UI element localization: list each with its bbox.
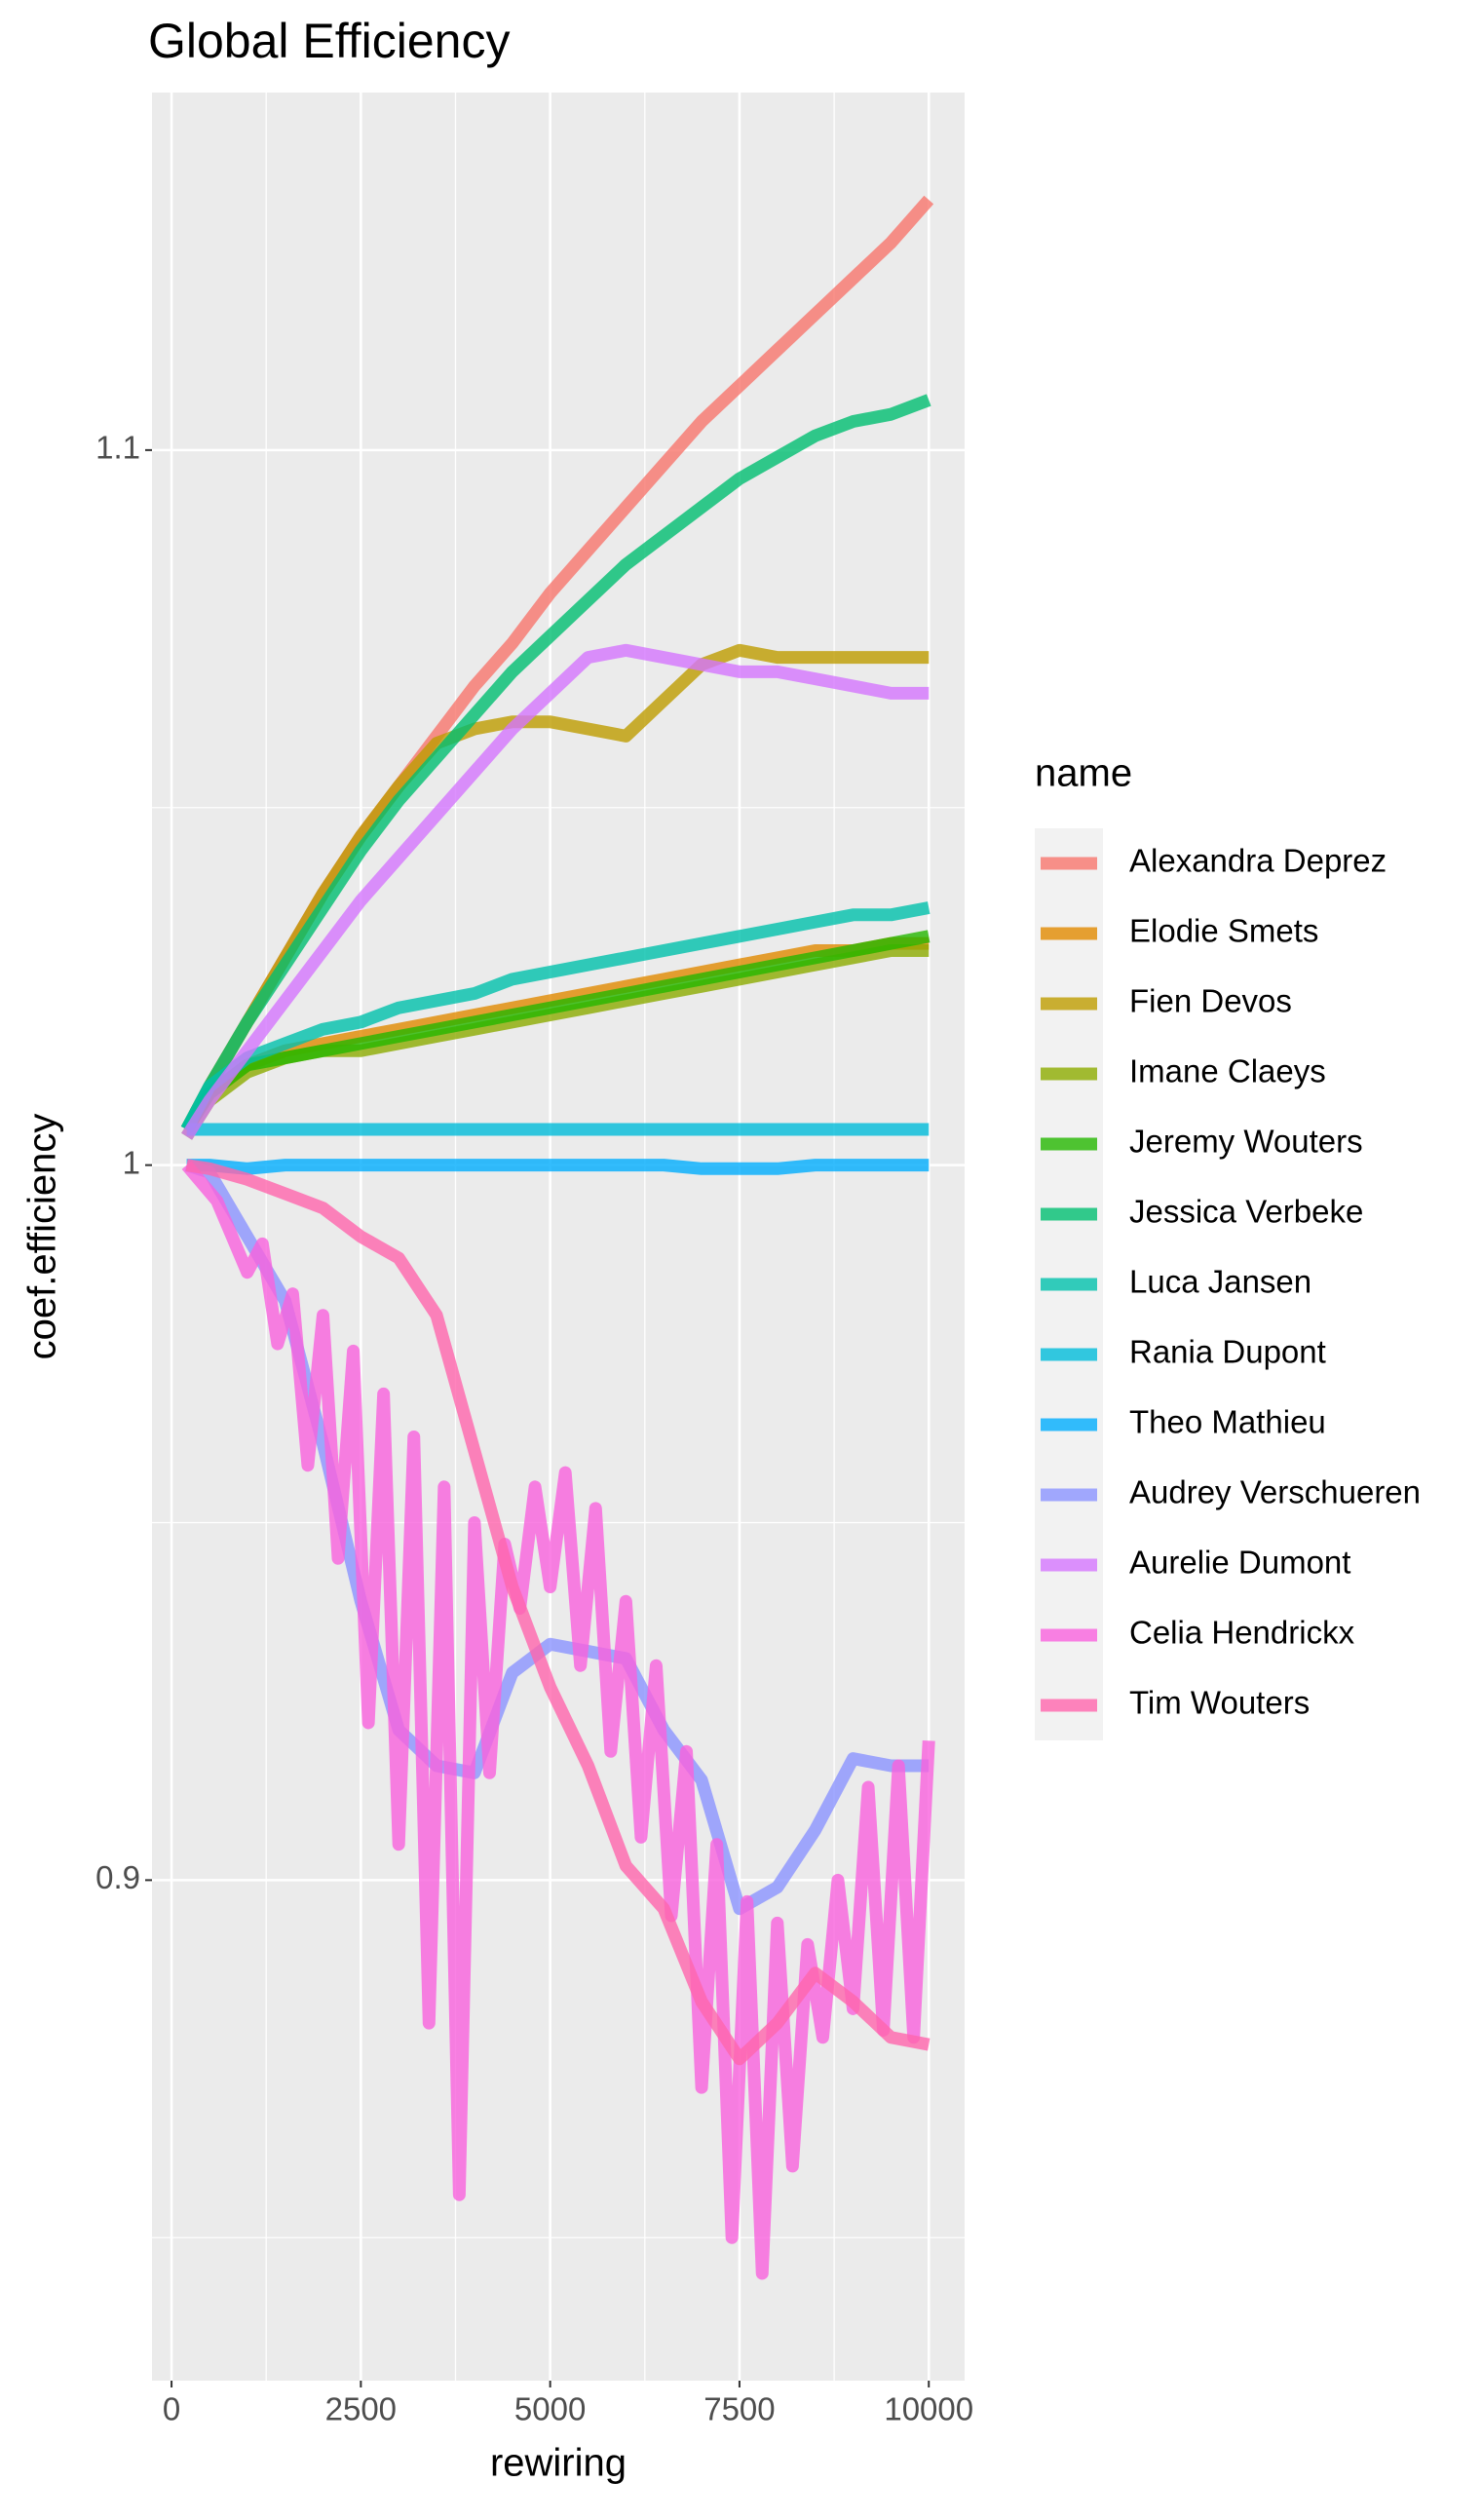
x-axis-title: rewiring (490, 2442, 627, 2485)
x-tick-label: 5000 (514, 2391, 586, 2427)
y-tick-label: 0.9 (95, 1859, 140, 1895)
legend-label: Alexandra Deprez (1129, 843, 1387, 879)
series-line (180, 394, 931, 1132)
x-tick-label: 7500 (703, 2391, 775, 2427)
y-tick-label: 1 (123, 1144, 140, 1180)
legend-label: Fien Devos (1129, 983, 1292, 1019)
series-line (181, 643, 930, 1140)
legend-label: Elodie Smets (1129, 913, 1318, 949)
legend-label: Rania Dupont (1129, 1334, 1326, 1370)
legend-label: Jeremy Wouters (1129, 1124, 1363, 1160)
chart-title: Global Efficiency (148, 14, 510, 68)
series-line (186, 1159, 930, 1175)
plot-panel (152, 93, 965, 2381)
axes: 0.9 1 1.1 0 2500 5000 7500 10000 (95, 430, 973, 2427)
legend-label: Luca Jansen (1129, 1264, 1311, 1300)
legend-title: name (1035, 752, 1132, 795)
legend-label: Celia Hendrickx (1129, 1615, 1355, 1651)
x-tick-label: 10000 (884, 2391, 973, 2427)
series-line (181, 936, 930, 1133)
legend-label: Audrey Verschueren (1129, 1474, 1421, 1510)
series-line (181, 1161, 935, 2280)
legend-label: Tim Wouters (1129, 1685, 1310, 1721)
series-line (180, 901, 931, 1132)
y-axis-title: coef.efficiency (21, 1114, 64, 1360)
series-line (185, 1159, 931, 2066)
legend-label: Imane Claeys (1129, 1053, 1326, 1089)
y-tick-label: 1.1 (95, 430, 140, 466)
legend-label: Jessica Verbeke (1129, 1194, 1363, 1230)
x-tick-label: 2500 (325, 2391, 397, 2427)
legend: name Alexandra Deprez Elodie Smets Fien De… (1035, 752, 1421, 1740)
series-line (181, 930, 931, 1133)
legend-label: Aurelie Dumont (1129, 1545, 1350, 1581)
legend-label: Theo Mathieu (1129, 1404, 1326, 1440)
x-tick-label: 0 (163, 2391, 180, 2427)
lines (180, 195, 935, 2280)
